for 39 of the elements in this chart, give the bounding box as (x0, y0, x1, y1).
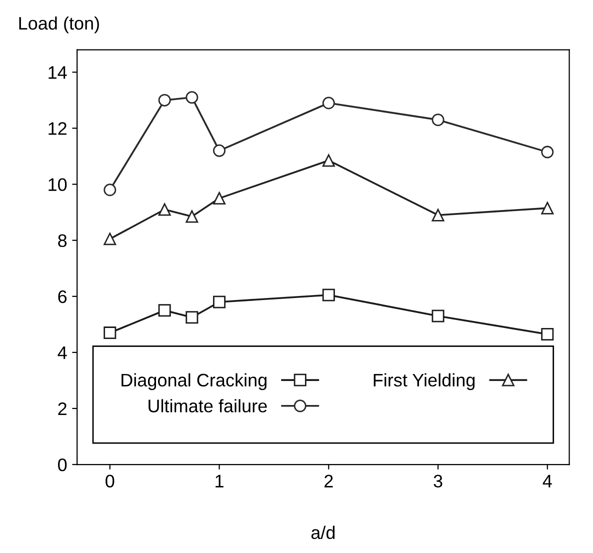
point (213, 296, 226, 308)
legend-label: First Yielding (374, 373, 475, 390)
point (322, 288, 335, 302)
y-tick-label: 10 (48, 178, 67, 192)
y-tick-label: 4 (58, 346, 67, 359)
y-tick-label: 12 (48, 122, 66, 135)
point (158, 304, 171, 317)
point (104, 326, 116, 340)
x-axis-title: a/d (311, 526, 335, 540)
x-tick-label: 0 (106, 474, 114, 488)
point (541, 146, 554, 158)
point (322, 154, 335, 167)
point (158, 94, 171, 106)
x-tick-label: 2 (324, 474, 333, 488)
point (432, 310, 444, 322)
point (158, 203, 171, 216)
legend-label: Diagonal Cracking (122, 373, 266, 390)
point (186, 311, 198, 324)
x-tick-label: 1 (216, 474, 224, 488)
y-tick-label: 6 (58, 290, 67, 304)
point (432, 114, 444, 126)
x-tick-label: 4 (542, 474, 552, 488)
point (104, 184, 116, 196)
legend-label: Ultimate failure (148, 399, 267, 412)
y-tick-label: 0 (58, 458, 67, 472)
y-tick-label: 14 (48, 66, 67, 79)
point (186, 91, 198, 104)
point (186, 210, 198, 223)
point (213, 144, 226, 157)
point (213, 192, 226, 205)
y-tick-label: 8 (58, 234, 67, 248)
point (541, 202, 554, 214)
y-tick-label: 2 (58, 402, 66, 416)
point (432, 208, 444, 222)
point (104, 232, 116, 246)
point (322, 96, 335, 110)
y-axis-title: Load (ton) (19, 16, 99, 34)
x-tick-label: 3 (434, 474, 442, 488)
point (541, 328, 554, 340)
